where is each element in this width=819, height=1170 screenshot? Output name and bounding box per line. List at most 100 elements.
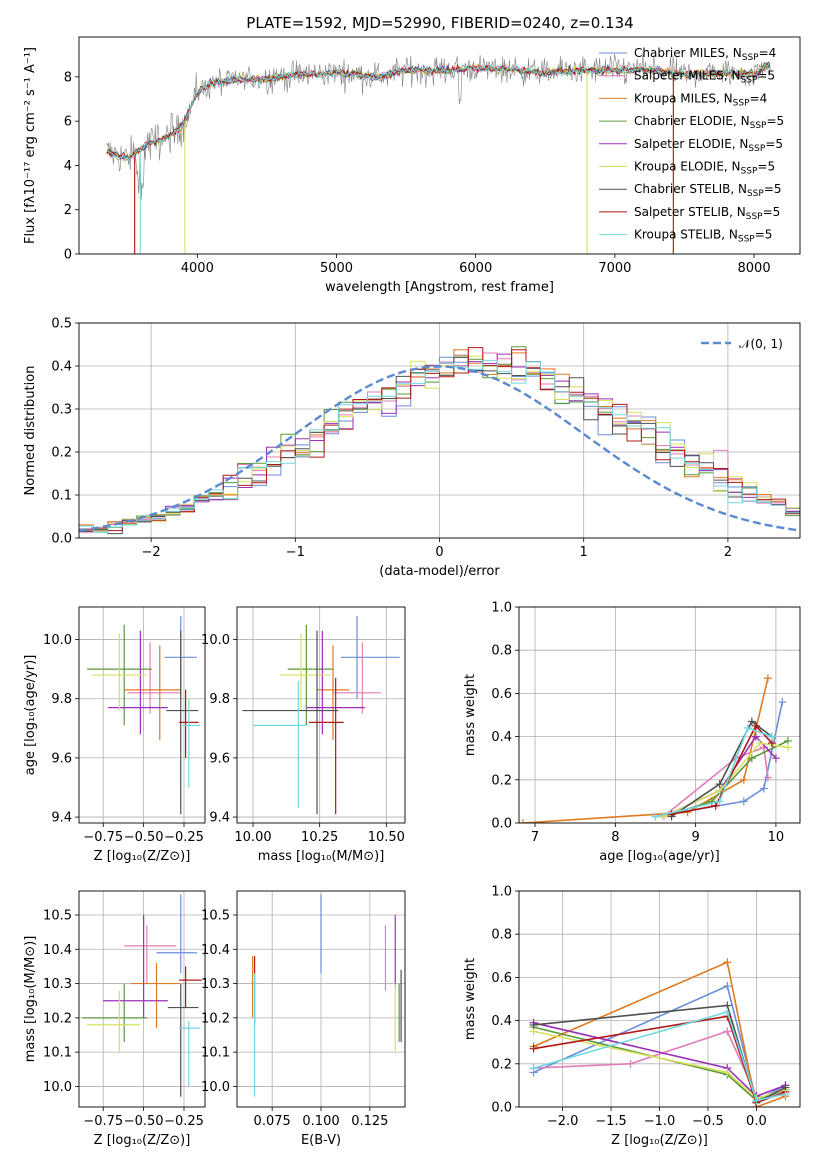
- figure-title: PLATE=1592, MJD=52990, FIBERID=0240, z=0…: [246, 14, 633, 32]
- legend-label: Salpeter ELODIE, NSSP=5: [634, 137, 783, 154]
- model-spectrum-line-chabrier_stelib: [106, 62, 771, 161]
- series-line-kroupa_stelib: [655, 726, 773, 818]
- axes-frame: [78, 890, 206, 1108]
- series-line-chabrier_miles: [533, 984, 786, 1102]
- y-tick-label: 9.4: [209, 811, 230, 826]
- panel-mass-weight-vs-metallicity: −2.0 −1.5 −1.0 −0.5 0.0 0.0 0.2 0.4 0.6 0.8 1.0 Z […: [463, 885, 801, 1148]
- plot-area: [252, 894, 402, 1097]
- x-tick-label: 6000: [459, 261, 492, 276]
- x-axis-label: wavelength [Angstrom, rest frame]: [325, 280, 554, 295]
- x-tick-label: −2: [142, 545, 161, 560]
- x-axis-label: Z [log₁₀(Z/Z⊙)]: [611, 1133, 708, 1148]
- marker-kroupa_stelib: [529, 1064, 538, 1073]
- plot-area: [242, 615, 400, 815]
- legend: 𝒩(0, 1): [701, 337, 783, 351]
- x-tick-label: 2: [724, 545, 732, 560]
- y-tick-label: 10.4: [201, 943, 230, 958]
- plot-area: [87, 615, 201, 815]
- y-axis-label: Flux [fλ10⁻¹⁷ erg cm⁻² s⁻¹ A⁻¹]: [23, 47, 38, 244]
- y-tick-label: 9.4: [51, 811, 72, 826]
- panel-age-vs-mass: 10.00 10.25 10.50 9.4 9.6 9.8 10.0 mass [log₁₀(…: [201, 606, 406, 864]
- x-axis-label: mass [log₁₀(M/M⊙)]: [258, 849, 385, 864]
- model-spectrum-line-kroupa_stelib: [106, 61, 771, 163]
- legend-suffix: =5: [763, 205, 781, 219]
- series-line-kroupa_miles: [533, 961, 786, 1107]
- panel-spectrum: 4000 5000 6000 7000 8000 0 2 4 6 8 wavelength [Ang…: [23, 36, 801, 295]
- y-tick-label: 2: [64, 203, 72, 218]
- axes-frame: [78, 606, 206, 824]
- y-tick-label: 0.6: [491, 687, 512, 702]
- y-tick-label: 0.6: [491, 971, 512, 986]
- y-tick-label: 0.2: [491, 773, 512, 788]
- y-tick-label: 1.0: [491, 601, 512, 616]
- y-tick-label: 10.1: [201, 1046, 230, 1061]
- y-tick-label: 10.0: [201, 1080, 230, 1095]
- marker-kroupa_elodie: [723, 1068, 732, 1077]
- y-tick-label: 0.0: [51, 532, 72, 547]
- marker-kroupa_stelib: [651, 812, 660, 821]
- histogram-step-chabrier_elodie: [79, 346, 800, 532]
- axes-frame: [236, 606, 406, 824]
- legend-label: Chabrier ELODIE, NSSP=5: [634, 114, 784, 131]
- x-tick-label: −1: [286, 545, 305, 560]
- panel-residual-histogram: −2 −1 0 1 2 0.0 0.1 0.2 0.3 0.4 0.5 (data-model)/er…: [23, 317, 801, 579]
- x-axis-label: age [log₁₀(age/yr)]: [599, 849, 720, 864]
- legend-suffix: =4: [750, 91, 768, 105]
- x-tick-label: −0.5: [692, 1114, 724, 1129]
- x-tick-label: 9: [691, 830, 699, 845]
- x-tick-label: −2.0: [547, 1114, 579, 1129]
- x-axis-label: Z [log₁₀(Z/Z⊙)]: [94, 1133, 191, 1148]
- histogram-step-salpeter_miles: [79, 352, 800, 533]
- y-axis-label: mass weight: [463, 674, 478, 756]
- y-tick-label: 10.0: [201, 633, 230, 648]
- marker-salpeter_miles: [723, 1027, 732, 1036]
- y-tick-label: 0.2: [51, 446, 72, 461]
- panels: 4000 5000 6000 7000 8000 0 2 4 6 8 wavelength [Ang…: [23, 36, 801, 1148]
- y-tick-label: 9.8: [51, 692, 72, 707]
- x-tick-label: −0.75: [83, 1114, 123, 1129]
- marker-salpeter_elodie: [751, 732, 760, 741]
- x-tick-label: −0.75: [83, 830, 123, 845]
- y-axis-label: mass [log₁₀(M/M⊙)]: [23, 936, 38, 1063]
- marker-salpeter_stelib: [529, 1044, 538, 1053]
- legend-suffix: =5: [755, 228, 773, 242]
- series-line-kroupa_stelib: [533, 1011, 786, 1102]
- marker-kroupa_miles: [519, 819, 528, 823]
- legend-label: Chabrier MILES, NSSP=4: [634, 46, 776, 63]
- x-axis-label: (data-model)/error: [379, 564, 500, 579]
- y-tick-label: 9.6: [51, 751, 72, 766]
- legend-label: Kroupa STELIB, NSSP=5: [634, 228, 772, 245]
- marker-salpeter_miles: [763, 773, 772, 782]
- y-axis-label: age [log₁₀(age/yr)]: [23, 655, 38, 776]
- plot-area: [79, 346, 800, 535]
- y-tick-label: 10.3: [201, 977, 230, 992]
- legend-label: Chabrier STELIB, NSSP=5: [634, 182, 782, 199]
- marker-chabrier_miles: [778, 698, 787, 707]
- series-line-chabrier_stelib: [671, 720, 773, 818]
- marker-kroupa_stelib: [781, 1090, 790, 1099]
- x-tick-label: 7: [531, 830, 539, 845]
- x-tick-label: −0.50: [124, 830, 164, 845]
- y-tick-label: 9.6: [209, 751, 230, 766]
- marker-kroupa_miles: [723, 958, 732, 967]
- y-tick-label: 10.2: [201, 1011, 230, 1026]
- axes-frame: [78, 36, 801, 255]
- marker-kroupa_miles: [763, 674, 772, 683]
- x-tick-label: −1.5: [595, 1114, 627, 1129]
- y-tick-label: 0.8: [491, 928, 512, 943]
- x-tick-label: 0.100: [302, 1114, 339, 1129]
- y-tick-label: 0: [64, 248, 72, 263]
- y-tick-label: 10.0: [43, 633, 72, 648]
- plot-area: [529, 958, 790, 1107]
- legend-subscript: SSP: [747, 189, 764, 199]
- x-tick-label: −0.50: [124, 1114, 164, 1129]
- x-tick-label: −0.25: [164, 830, 204, 845]
- x-tick-label: 0.0: [746, 1114, 767, 1129]
- x-tick-label: 10.25: [301, 830, 338, 845]
- y-tick-label: 0.3: [51, 403, 72, 418]
- legend-subscript: SSP: [746, 212, 763, 222]
- plot-area: [82, 894, 202, 1097]
- x-tick-label: 10.50: [368, 830, 405, 845]
- legend-subscript: SSP: [741, 167, 758, 177]
- y-tick-label: 6: [64, 115, 72, 130]
